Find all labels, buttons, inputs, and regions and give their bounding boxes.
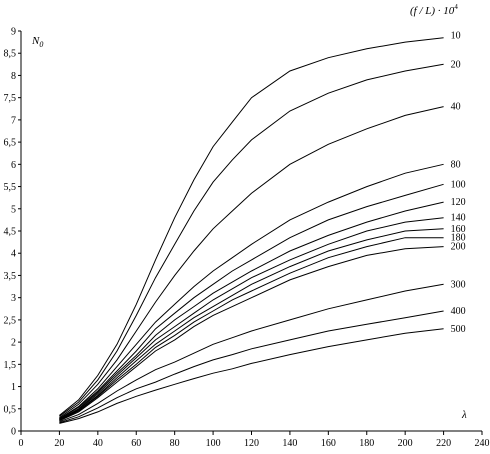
x-axis-title: λ <box>461 409 467 421</box>
series-line-500 <box>59 328 444 424</box>
series-line-400 <box>59 310 444 424</box>
series-label-100: 100 <box>451 179 466 190</box>
x-tick-label: 220 <box>436 438 451 449</box>
series-label-300: 300 <box>451 279 466 290</box>
series-label-10: 10 <box>451 31 461 42</box>
y-tick-label: 4 <box>11 249 16 260</box>
x-tick-label: 120 <box>244 438 259 449</box>
x-tick-label: 60 <box>131 438 141 449</box>
series-line-120 <box>59 201 444 420</box>
series-line-160 <box>59 228 444 421</box>
series-label-80: 80 <box>451 159 461 170</box>
legend-header-text: (f / L) · 10 <box>410 5 455 17</box>
y-tick-label: 2 <box>11 338 16 349</box>
x-tick-label: 20 <box>54 438 64 449</box>
y-tick-label: 7,5 <box>4 93 17 104</box>
y-tick-label: 4,5 <box>4 227 17 238</box>
series-label-180: 180 <box>451 233 466 244</box>
x-tick-label: 0 <box>19 438 24 449</box>
y-tick-label: 1,5 <box>4 360 17 371</box>
series-label-20: 20 <box>451 59 461 70</box>
series-line-40 <box>59 106 444 419</box>
x-ticks: 0 20 40 60 80 100 120 140 160 180 200 220 240 <box>19 431 490 449</box>
y-tick-label: 3 <box>11 293 16 304</box>
y-tick-label: 0 <box>11 427 16 438</box>
series-label-120: 120 <box>451 197 466 208</box>
legend-header: (f / L) · 104 <box>410 3 458 17</box>
series-line-180 <box>59 237 444 421</box>
series-line-20 <box>59 63 444 417</box>
series-label-160: 160 <box>451 224 466 235</box>
series-line-200 <box>59 246 444 422</box>
x-tick-label: 180 <box>359 438 374 449</box>
y-tick-label: 5,5 <box>4 182 17 193</box>
series-label-140: 140 <box>451 213 466 224</box>
series-label-200: 200 <box>451 242 466 253</box>
series-line-300 <box>59 283 444 423</box>
y-ticks: 0 0,5 1 1,5 2 2,5 3 3,5 4 4,5 5 5,5 6 6,5 7 7,5 8 8,5 9 <box>4 27 21 438</box>
y-tick-label: 0,5 <box>4 404 17 415</box>
x-tick-label: 100 <box>206 438 221 449</box>
x-tick-label: 200 <box>398 438 413 449</box>
y-tick-label: 6 <box>11 160 16 171</box>
series-curves <box>59 37 444 424</box>
series-line-80 <box>59 163 444 420</box>
series-label-500: 500 <box>451 324 466 335</box>
y-tick-label: 1 <box>11 382 16 393</box>
series-line-100 <box>59 183 444 420</box>
x-tick-label: 40 <box>93 438 103 449</box>
series-line-10 <box>59 37 444 416</box>
y-tick-label: 7 <box>11 115 16 126</box>
y-tick-label: 9 <box>11 27 16 38</box>
y-tick-label: 2,5 <box>4 315 17 326</box>
y-tick-label: 8 <box>11 71 16 82</box>
y-axis-title-main: N <box>31 35 40 47</box>
series-label-400: 400 <box>451 306 466 317</box>
y-axis-title: N0 <box>31 35 43 49</box>
series-label-40: 40 <box>451 102 461 113</box>
legend-header-superscript: 4 <box>454 3 458 11</box>
x-tick-label: 160 <box>321 438 336 449</box>
y-tick-label: 8,5 <box>4 49 17 60</box>
x-tick-label: 140 <box>282 438 297 449</box>
y-tick-label: 5 <box>11 204 16 215</box>
series-line-140 <box>59 217 444 421</box>
y-tick-label: 3,5 <box>4 271 17 282</box>
x-tick-label: 240 <box>475 438 490 449</box>
y-axis-title-subscript: 0 <box>39 40 43 49</box>
x-tick-label: 80 <box>170 438 180 449</box>
y-tick-label: 6,5 <box>4 138 17 149</box>
